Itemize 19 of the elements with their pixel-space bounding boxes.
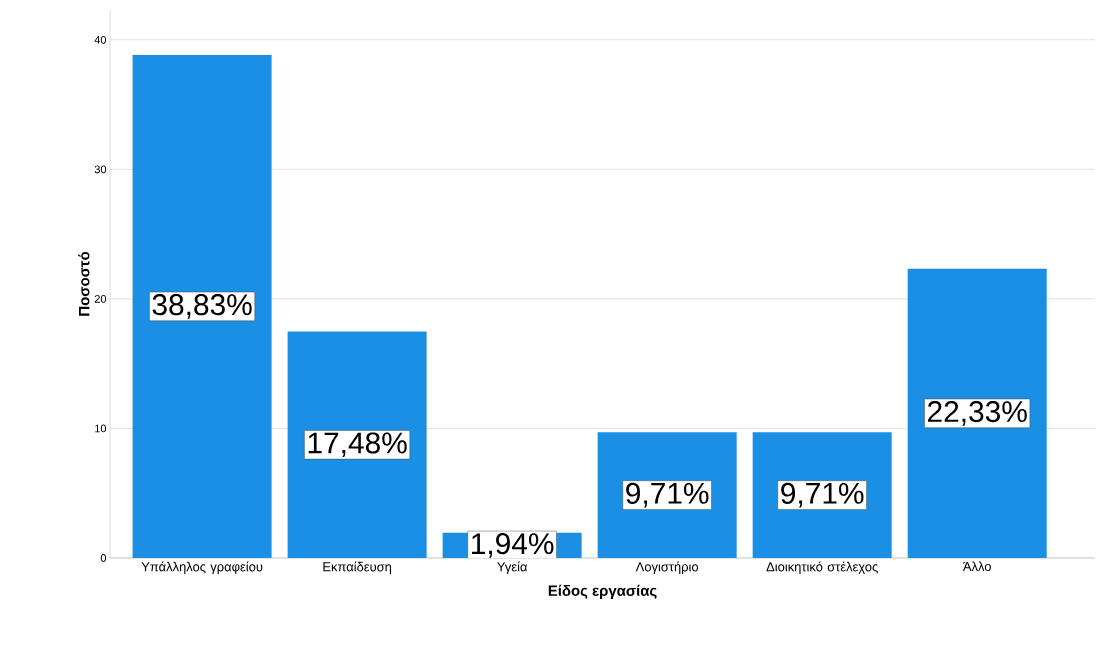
x-tick-label: Υγεία bbox=[497, 561, 528, 574]
y-axis-title: Ποσοστό bbox=[78, 251, 90, 316]
y-tick-label: 10 bbox=[95, 424, 107, 433]
y-tick-label: 0 bbox=[100, 554, 107, 562]
data-label: 22,33% bbox=[928, 400, 1027, 426]
x-axis-title: Είδος εργασίας bbox=[548, 584, 657, 599]
y-tick-label: 20 bbox=[94, 295, 107, 303]
data-label: 9,71% bbox=[781, 482, 864, 508]
x-tick-label: Εκπαίδευση bbox=[323, 561, 392, 574]
data-label: 17,48% bbox=[308, 432, 407, 458]
data-label: 9,71% bbox=[626, 482, 709, 508]
x-tick-label: Υπάλληλος γραφείου bbox=[141, 561, 263, 574]
x-tick-label: Διοικητικό στέλεχος bbox=[766, 561, 878, 574]
x-tick-label: Λογιστήριο bbox=[635, 561, 699, 574]
y-tick-label: 40 bbox=[94, 35, 107, 44]
data-label: 1,94% bbox=[472, 533, 554, 558]
x-tick-label: Άλλο bbox=[962, 561, 991, 572]
y-tick-label: 30 bbox=[94, 165, 107, 174]
data-label: 38,83% bbox=[152, 294, 252, 319]
